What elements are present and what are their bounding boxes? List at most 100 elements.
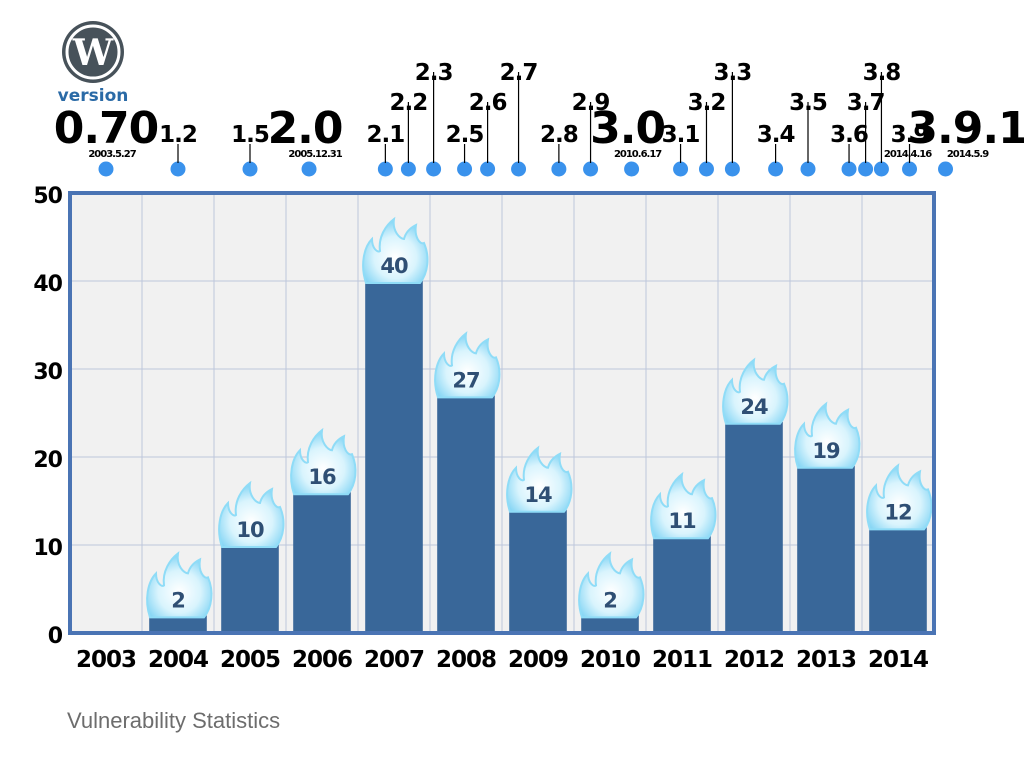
chart-caption: Vulnerability Statistics	[67, 708, 281, 733]
version-dot	[551, 161, 567, 177]
y-tick-label: 50	[33, 184, 62, 209]
bar	[365, 281, 423, 633]
x-tick-label: 2010	[580, 647, 640, 673]
version-dot	[698, 161, 714, 177]
version-dot	[400, 161, 416, 177]
x-tick-label: 2011	[652, 647, 712, 673]
version-label: 3.9	[891, 122, 929, 148]
version-dot	[511, 161, 527, 177]
version-label: 3.5	[789, 90, 827, 116]
version-label: 3.7	[847, 90, 885, 116]
version-label: 3.3	[714, 60, 752, 86]
version-dot	[902, 161, 918, 177]
plot-frame	[68, 191, 936, 635]
flame-icon	[722, 357, 789, 425]
x-tick-label: 2004	[148, 647, 208, 673]
version-dot	[673, 161, 689, 177]
flame-icon	[578, 551, 645, 619]
x-tick-label: 2008	[436, 647, 496, 673]
version-label: 1.2	[159, 122, 197, 148]
bar-value-label: 27	[452, 368, 479, 392]
version-release-date: 2003.5.27	[88, 149, 136, 160]
flame-icon	[218, 480, 285, 548]
version-dot	[170, 161, 186, 177]
x-tick-label: 2014	[868, 647, 928, 673]
version-label: 2.3	[415, 60, 453, 86]
version-dot	[98, 161, 114, 177]
version-dot	[724, 161, 740, 177]
version-dot	[480, 161, 496, 177]
flame-icon	[506, 445, 573, 513]
x-tick-label: 2005	[220, 647, 280, 673]
version-label: 2.6	[469, 90, 507, 116]
version-label: 2.9	[572, 90, 610, 116]
bar-value-label: 24	[740, 395, 768, 419]
flame-icon	[290, 427, 357, 496]
version-dot	[938, 161, 954, 177]
version-dot	[800, 161, 816, 177]
y-tick-label: 20	[33, 448, 62, 473]
version-dot	[426, 161, 442, 177]
bar	[509, 509, 567, 633]
x-tick-label: 2013	[796, 647, 856, 673]
bar-value-label: 14	[524, 483, 552, 507]
x-tick-label: 2007	[364, 647, 424, 673]
bar	[869, 527, 927, 633]
wordpress-logo-icon: W	[62, 21, 124, 83]
version-dot	[858, 161, 874, 177]
bar	[581, 615, 639, 633]
x-tick-label: 2003	[76, 647, 136, 673]
y-tick-label: 0	[48, 624, 63, 649]
version-release-date: 2005.12.31	[288, 149, 342, 160]
version-label: 3.2	[688, 90, 726, 116]
version-dot	[768, 161, 784, 177]
flame-icon	[146, 551, 213, 619]
version-major-label: 3.9.1	[907, 103, 1024, 154]
version-release-date: 2014.5.9	[947, 149, 989, 160]
version-major-label: 0.70	[54, 103, 159, 154]
bar	[221, 545, 279, 633]
bar-value-label: 12	[884, 500, 911, 524]
version-label: 2.1	[366, 122, 404, 148]
svg-text:W: W	[72, 32, 114, 74]
version-label: 3.6	[830, 122, 868, 148]
bar-value-label: 2	[171, 588, 185, 612]
bar	[653, 536, 711, 633]
bar-value-label: 11	[668, 509, 696, 533]
version-major-label: 2.0	[268, 103, 343, 154]
version-label: 2.8	[540, 122, 578, 148]
version-release-date: 2010.6.17	[614, 149, 662, 160]
bar	[725, 421, 783, 633]
version-dot	[301, 161, 317, 177]
bar	[437, 395, 495, 633]
version-dot	[583, 161, 599, 177]
version-dot	[873, 161, 889, 177]
version-label: 2.2	[390, 90, 428, 116]
version-label: 1.5	[231, 122, 269, 148]
bar-value-label: 2	[603, 588, 617, 612]
x-tick-label: 2009	[508, 647, 568, 673]
flame-icon	[434, 331, 501, 399]
flame-icon	[362, 216, 429, 284]
flame-icon	[866, 463, 933, 531]
x-tick-label: 2006	[292, 647, 352, 673]
y-tick-label: 40	[33, 272, 62, 297]
bar-value-label: 19	[812, 439, 840, 463]
version-dot	[242, 161, 258, 177]
version-dot	[377, 161, 393, 177]
flame-icon	[794, 401, 861, 469]
bar-value-label: 40	[380, 254, 408, 278]
version-major-label: 3.0	[590, 103, 665, 154]
bar-value-label: 10	[236, 518, 264, 542]
bar	[149, 615, 207, 633]
y-tick-label: 30	[33, 360, 62, 385]
version-label: 3.8	[863, 60, 901, 86]
version-caption: version	[58, 86, 129, 106]
y-tick-label: 10	[33, 536, 62, 561]
version-label: 3.1	[662, 122, 700, 148]
version-dot	[457, 161, 473, 177]
version-release-date: 2014.4.16	[884, 149, 932, 160]
flame-icon	[650, 471, 717, 540]
